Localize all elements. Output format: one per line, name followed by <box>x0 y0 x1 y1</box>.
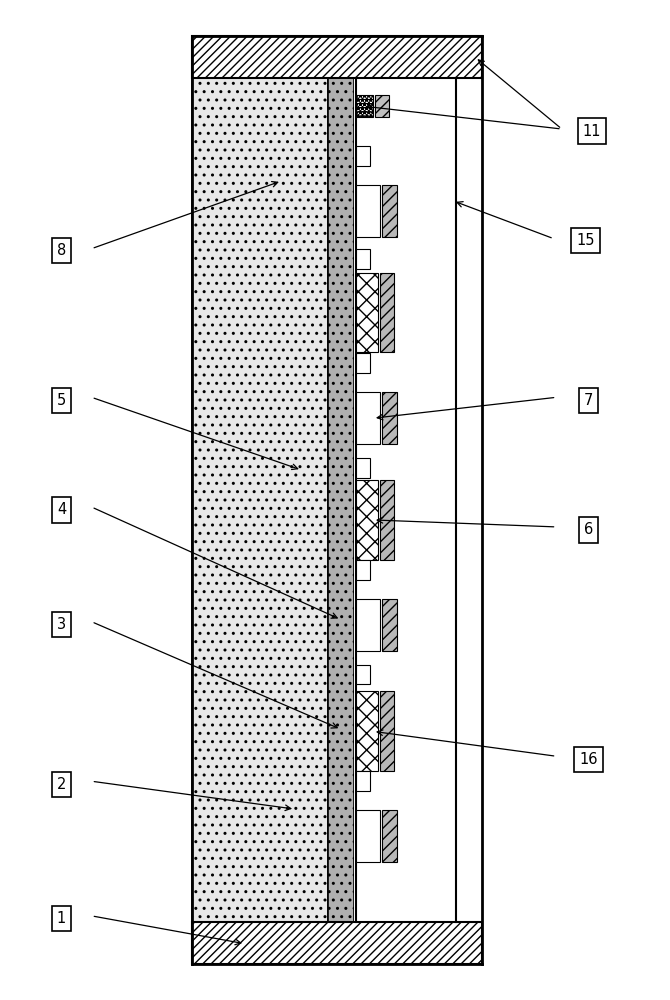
Text: 16: 16 <box>580 752 598 767</box>
Text: 7: 7 <box>584 393 593 408</box>
Text: 1: 1 <box>57 911 66 926</box>
Bar <box>192 36 482 78</box>
Text: 5: 5 <box>57 393 66 408</box>
Text: 8: 8 <box>57 243 66 258</box>
Bar <box>382 810 397 862</box>
Bar <box>382 599 397 651</box>
Text: 15: 15 <box>576 233 594 248</box>
Bar <box>356 560 370 580</box>
Text: 4: 4 <box>57 502 66 517</box>
Bar <box>356 392 380 444</box>
Text: 6: 6 <box>584 522 593 537</box>
Bar <box>356 458 370 478</box>
Bar <box>356 146 370 166</box>
Bar <box>356 185 380 237</box>
Text: 11: 11 <box>583 124 601 139</box>
Bar <box>354 78 456 922</box>
Bar <box>356 249 370 269</box>
Bar <box>382 392 397 444</box>
Bar <box>356 665 370 684</box>
Bar <box>380 480 395 560</box>
Bar <box>192 78 328 922</box>
Bar <box>380 691 395 771</box>
Text: 2: 2 <box>57 777 66 792</box>
Bar <box>356 480 378 560</box>
Bar <box>356 95 373 117</box>
Bar <box>380 273 395 352</box>
Bar <box>356 353 370 373</box>
Bar <box>328 78 354 922</box>
Bar <box>356 691 378 771</box>
Bar <box>356 599 380 651</box>
Bar <box>382 185 397 237</box>
Bar <box>356 810 380 862</box>
Bar <box>375 95 389 117</box>
Bar <box>192 922 482 964</box>
Bar <box>356 273 378 352</box>
Bar <box>356 771 370 791</box>
Text: 3: 3 <box>57 617 66 632</box>
